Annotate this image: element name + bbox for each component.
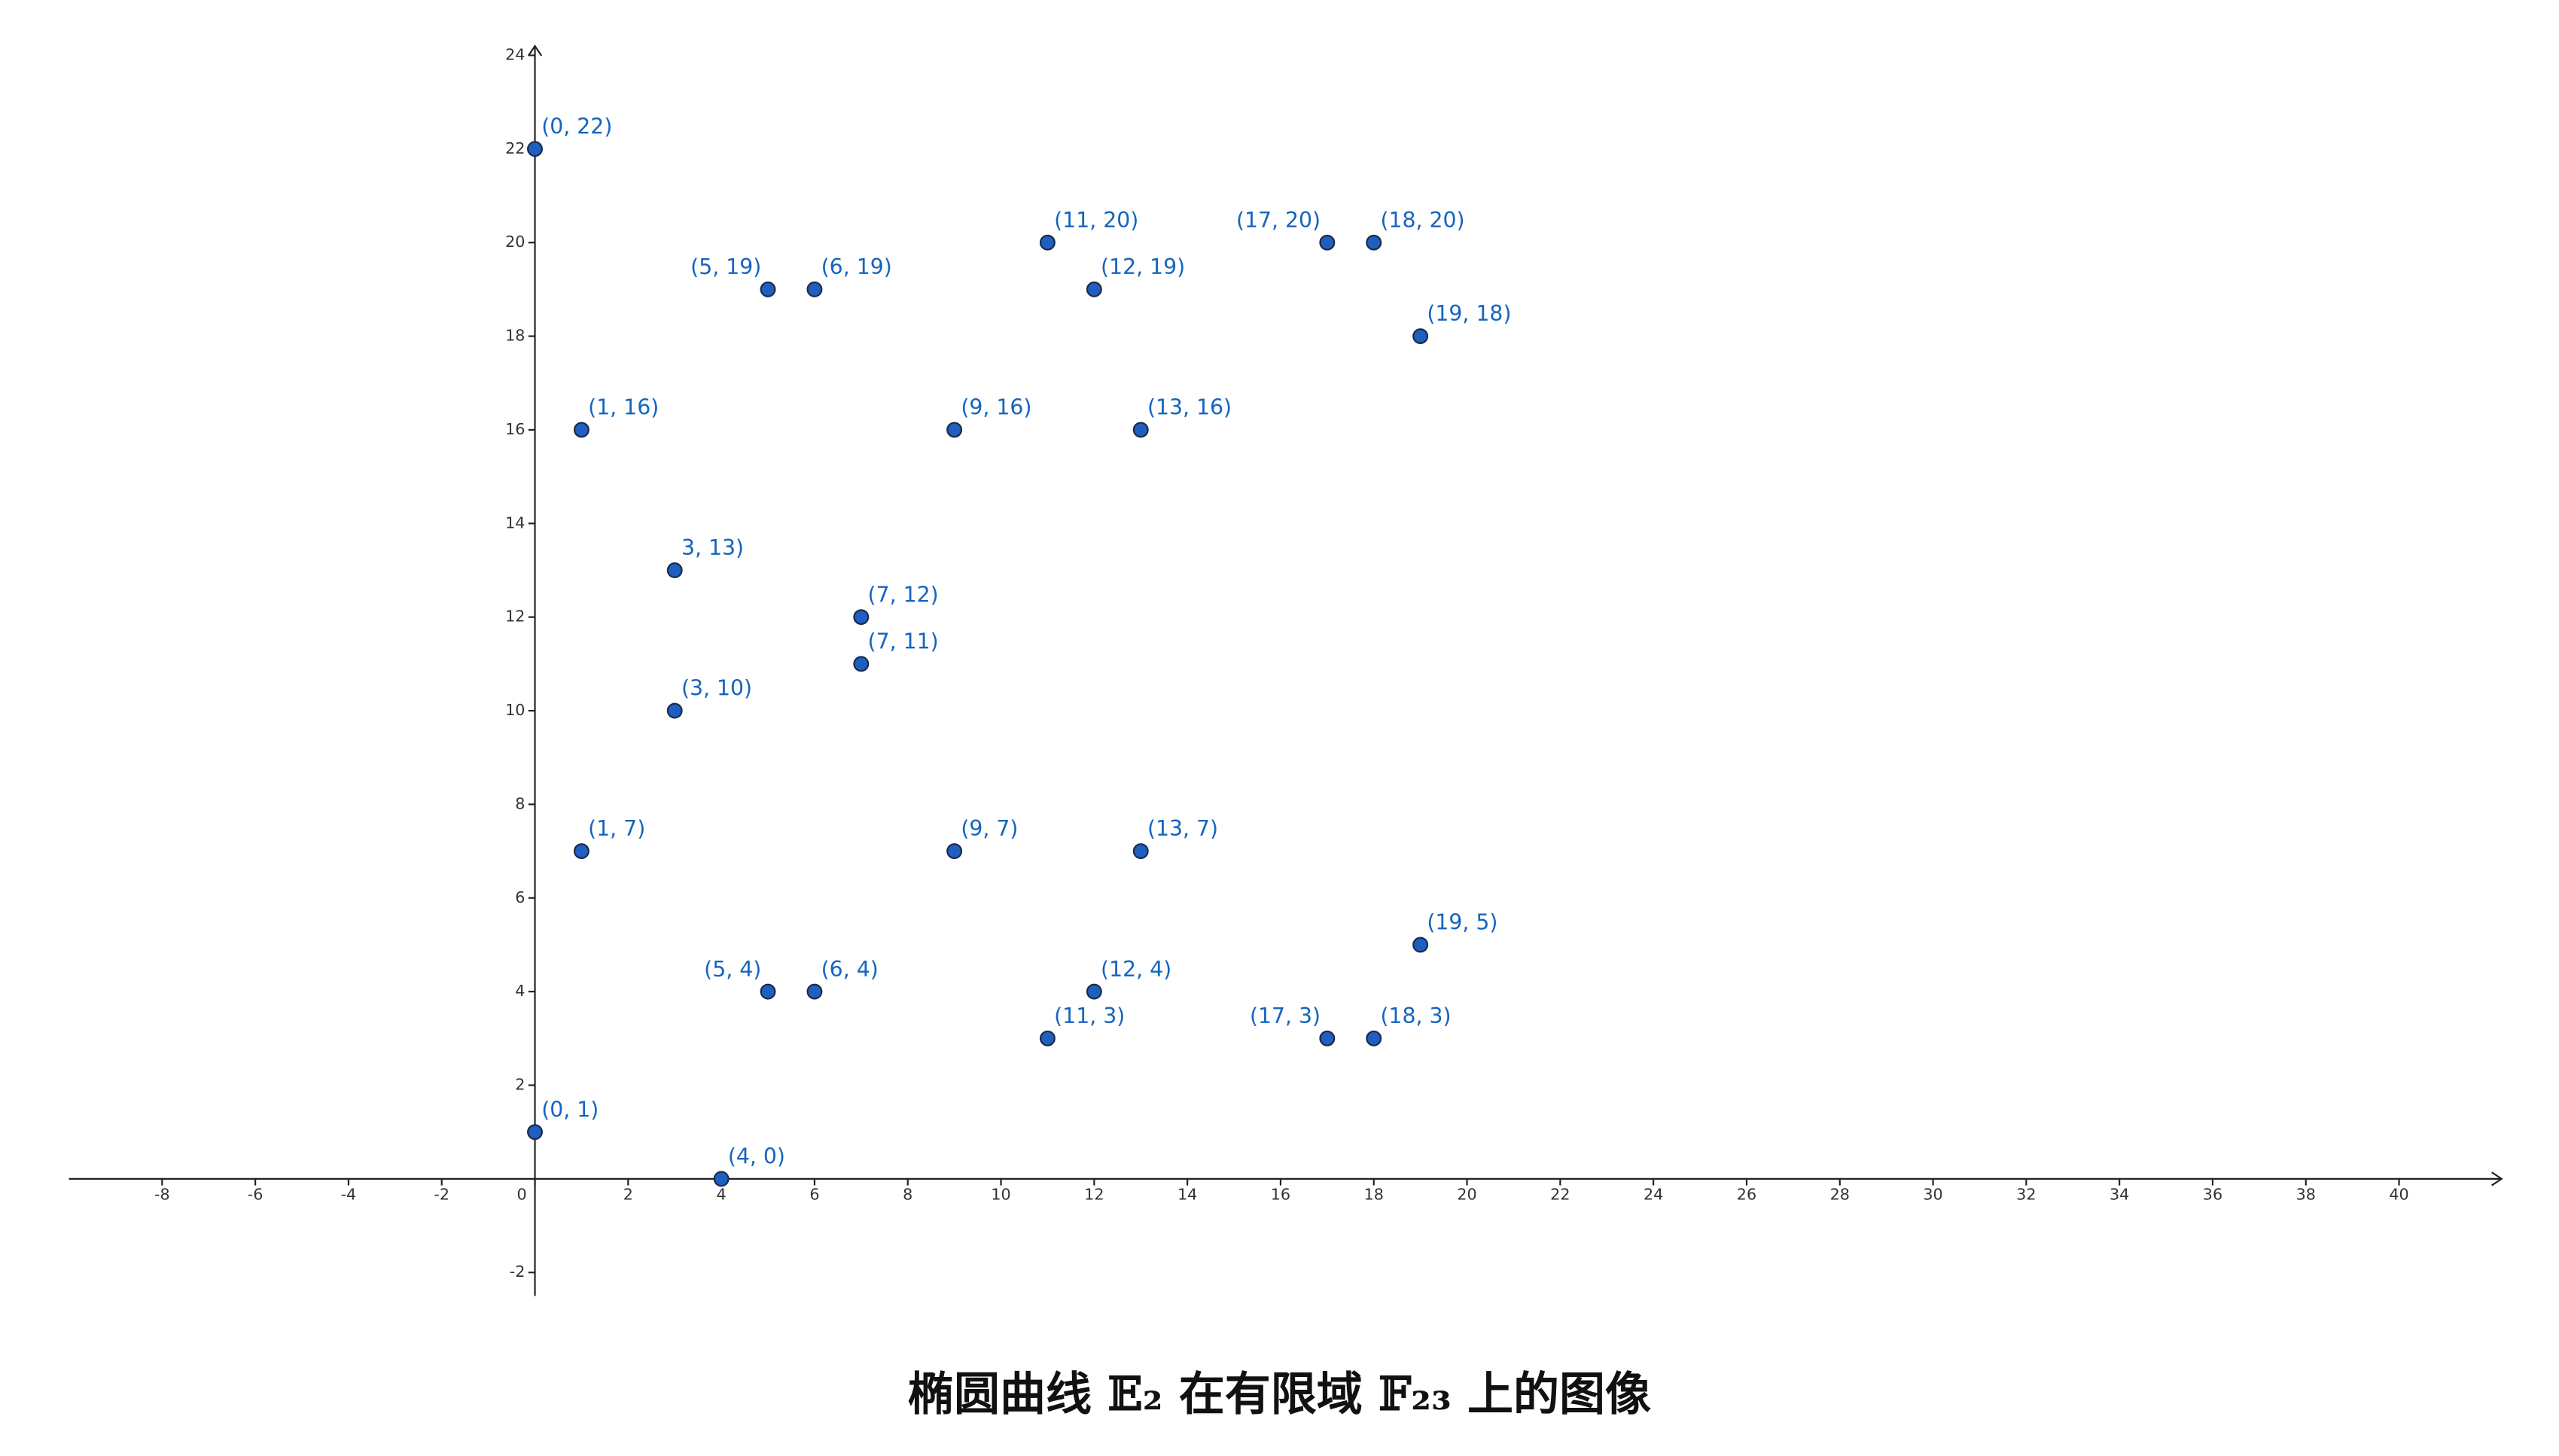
point-label: (17, 20) xyxy=(1236,208,1321,233)
x-tick-label: -4 xyxy=(341,1186,357,1204)
point-label: (11, 3) xyxy=(1054,1004,1125,1028)
x-tick-label: 24 xyxy=(1644,1186,1663,1204)
x-tick-label: 12 xyxy=(1084,1186,1104,1204)
y-tick-label: 14 xyxy=(505,513,525,532)
point xyxy=(1132,422,1149,438)
point-label: (9, 7) xyxy=(961,816,1018,841)
y-tick-label: 22 xyxy=(505,139,525,157)
y-tick-label: 18 xyxy=(505,327,525,345)
point-label: (13, 16) xyxy=(1147,395,1232,420)
point-label: (1, 7) xyxy=(588,816,645,841)
point xyxy=(1319,234,1336,251)
y-tick-label: 10 xyxy=(505,701,525,719)
y-tick-label: 6 xyxy=(515,888,525,906)
x-tick-label: 14 xyxy=(1177,1186,1197,1204)
point-label: (4, 0) xyxy=(728,1144,785,1169)
point xyxy=(1412,328,1429,345)
y-tick-label: 8 xyxy=(515,794,525,812)
x-tick-label: 22 xyxy=(1550,1186,1570,1204)
point xyxy=(1039,234,1056,251)
point-label: (3, 10) xyxy=(681,676,752,701)
x-tick-label: 34 xyxy=(2110,1186,2129,1204)
point xyxy=(573,843,589,860)
point xyxy=(760,983,776,1000)
x-tick-label: 18 xyxy=(1364,1186,1384,1204)
x-tick-label: 6 xyxy=(809,1186,819,1204)
y-tick-label: 16 xyxy=(505,420,525,438)
point-label: (0, 22) xyxy=(541,114,612,139)
x-tick-label: 26 xyxy=(1737,1186,1756,1204)
point xyxy=(1366,234,1382,251)
point-label: (6, 19) xyxy=(821,254,892,279)
point-label: (9, 16) xyxy=(961,395,1031,420)
point-label: 3, 13) xyxy=(681,535,744,560)
point-label: (13, 7) xyxy=(1147,816,1218,841)
x-tick-label: 30 xyxy=(1923,1186,1942,1204)
point xyxy=(1086,281,1102,297)
y-axis-arrow xyxy=(527,44,543,56)
point-label: (19, 5) xyxy=(1427,910,1497,935)
point-label: (0, 1) xyxy=(541,1097,599,1122)
y-tick-label: 20 xyxy=(505,233,525,251)
point-label: (1, 16) xyxy=(588,395,659,420)
point-label: (12, 4) xyxy=(1101,957,1171,982)
y-tick-label: 2 xyxy=(515,1075,525,1093)
point xyxy=(853,656,870,672)
point xyxy=(946,843,963,860)
point-label: (6, 4) xyxy=(821,957,879,982)
point-label: (17, 3) xyxy=(1250,1004,1321,1028)
point xyxy=(806,281,823,297)
x-tick-label: 32 xyxy=(2016,1186,2036,1204)
x-tick-label: -6 xyxy=(248,1186,264,1204)
point xyxy=(946,422,963,438)
y-tick-label: 4 xyxy=(515,982,525,1000)
point xyxy=(1132,843,1149,860)
point xyxy=(1319,1030,1336,1046)
x-tick-label: 40 xyxy=(2389,1186,2408,1204)
point xyxy=(1412,937,1429,953)
point-label: (18, 3) xyxy=(1380,1004,1451,1028)
point xyxy=(806,983,823,1000)
x-tick-label: 2 xyxy=(623,1186,633,1204)
chart-title: 椭圆曲线 𝔼₂ 在有限域 𝔽₂₃ 上的图像 xyxy=(908,1367,1651,1421)
x-tick-label: 0 xyxy=(517,1186,527,1204)
point xyxy=(527,141,543,157)
point-label: (18, 20) xyxy=(1380,208,1464,233)
point xyxy=(713,1171,730,1187)
point xyxy=(1366,1030,1382,1046)
point-label: (5, 19) xyxy=(690,254,761,279)
x-tick-label: -8 xyxy=(154,1186,170,1204)
x-tick-label: 28 xyxy=(1830,1186,1850,1204)
point xyxy=(527,1124,543,1141)
point xyxy=(1086,983,1102,1000)
x-tick-label: 20 xyxy=(1457,1186,1476,1204)
point-label: (5, 4) xyxy=(704,957,761,982)
point-label: (7, 11) xyxy=(868,629,939,654)
x-tick-label: 38 xyxy=(2296,1186,2316,1204)
x-tick-label: 4 xyxy=(717,1186,727,1204)
x-tick-label: 36 xyxy=(2203,1186,2222,1204)
y-tick-label: 12 xyxy=(505,608,525,626)
y-tick-label: 24 xyxy=(505,45,525,63)
x-tick-label: 8 xyxy=(903,1186,912,1204)
y-tick-label: -2 xyxy=(510,1263,526,1281)
x-axis-arrow xyxy=(2491,1171,2503,1186)
x-tick-label: 10 xyxy=(991,1186,1010,1204)
x-tick-label: -2 xyxy=(434,1186,449,1204)
point xyxy=(760,281,776,297)
point-label: (7, 12) xyxy=(868,582,939,607)
point xyxy=(666,702,683,719)
x-tick-label: 16 xyxy=(1271,1186,1290,1204)
point-label: (12, 19) xyxy=(1101,254,1185,279)
point xyxy=(1039,1030,1056,1046)
point-label: (19, 18) xyxy=(1427,301,1511,326)
point xyxy=(666,562,683,578)
point xyxy=(573,422,589,438)
point xyxy=(853,609,870,626)
point-label: (11, 20) xyxy=(1054,208,1138,233)
